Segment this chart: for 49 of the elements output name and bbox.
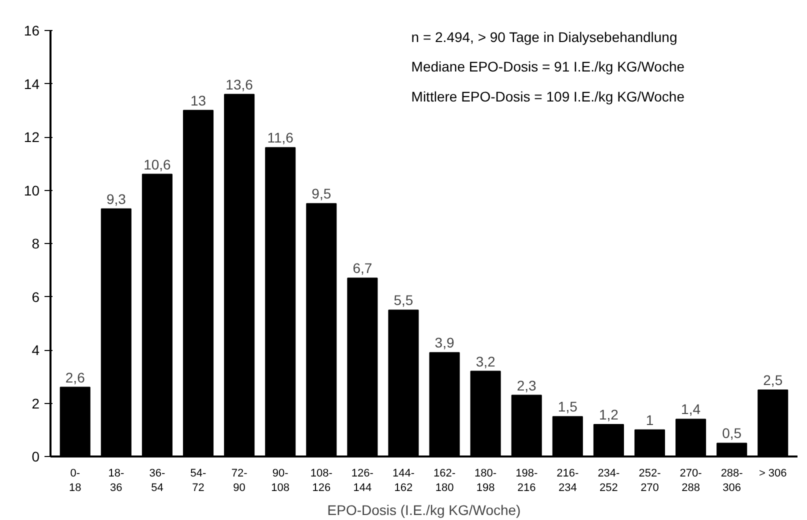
data-label: 9,5 bbox=[312, 186, 332, 202]
x-tick-label: 90- 108 bbox=[271, 468, 290, 494]
x-tick-label: 108- 126 bbox=[310, 468, 333, 494]
data-label: 1,4 bbox=[681, 401, 701, 418]
x-tick-label: > 306 bbox=[758, 468, 787, 480]
data-label: 1,5 bbox=[558, 398, 578, 415]
y-tick-label: 16 bbox=[24, 22, 40, 38]
x-tick-label: 288- 306 bbox=[720, 468, 744, 494]
y-tick-label: 4 bbox=[32, 342, 40, 358]
data-label: 6,7 bbox=[352, 260, 372, 276]
y-tick-label: 0 bbox=[32, 448, 40, 464]
y-tick-label: 12 bbox=[24, 129, 40, 145]
x-tick-label: 144- 162 bbox=[392, 468, 415, 494]
data-label: 9,3 bbox=[106, 190, 126, 207]
data-label: 2,6 bbox=[65, 369, 86, 386]
x-tick-label: 72- 90 bbox=[231, 468, 248, 494]
x-tick-label: 126- 144 bbox=[351, 468, 374, 494]
x-tick-label: 0- 18 bbox=[69, 468, 82, 494]
data-label: 3,9 bbox=[434, 334, 454, 351]
x-tick-label: 252- 270 bbox=[638, 468, 662, 494]
x-tick-label: 54- 72 bbox=[190, 468, 207, 494]
data-label: 3,2 bbox=[476, 353, 496, 370]
data-label: 5,5 bbox=[394, 292, 414, 308]
data-label: 2,3 bbox=[516, 377, 537, 394]
x-tick-label: 198- 216 bbox=[516, 468, 538, 494]
x-tick-label: 180- 198 bbox=[474, 468, 497, 494]
y-tick-label: 14 bbox=[24, 76, 40, 92]
y-tick-label: 10 bbox=[24, 182, 40, 198]
data-label: 1,2 bbox=[598, 406, 619, 423]
x-tick-label: 18- 36 bbox=[108, 468, 124, 494]
data-label: 2,5 bbox=[763, 372, 783, 388]
annotation: n = 2.494, > 90 Tage in Dialysebehandlung bbox=[411, 28, 678, 45]
annotation: Mittlere EPO-Dosis = 109 I.E./kg KG/Woche bbox=[411, 88, 685, 105]
data-label: 0,5 bbox=[722, 425, 742, 442]
y-tick-label: 8 bbox=[32, 236, 40, 252]
data-label: 1 bbox=[646, 412, 654, 428]
x-tick-label: 216- 234 bbox=[556, 468, 579, 494]
y-tick-label: 6 bbox=[32, 288, 40, 305]
annotation: Mediane EPO-Dosis = 91 I.E./kg KG/Woche bbox=[411, 58, 685, 75]
x-axis-title: EPO-Dosis (I.E./kg KG/Woche) bbox=[327, 502, 521, 518]
x-tick-label: 36- 54 bbox=[149, 468, 166, 494]
data-label: 10,6 bbox=[144, 156, 172, 172]
x-tick-label: 162- 180 bbox=[434, 468, 456, 494]
x-tick-label: 270- 288 bbox=[680, 468, 702, 494]
y-tick-label: 2 bbox=[32, 395, 40, 412]
data-label: 13,6 bbox=[226, 76, 254, 92]
x-tick-label: 234- 252 bbox=[598, 468, 620, 494]
data-label: 13 bbox=[190, 92, 206, 108]
data-label: 11,6 bbox=[267, 130, 294, 146]
